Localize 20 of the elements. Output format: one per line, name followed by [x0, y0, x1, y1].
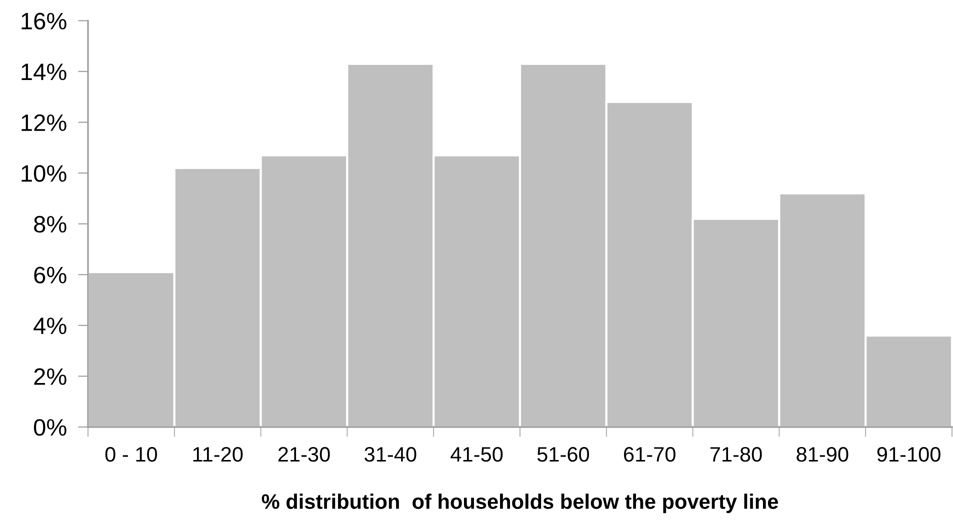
x-tick-label: 11-20 — [193, 446, 243, 462]
y-tick-label: 12% — [22, 114, 66, 131]
y-tick-label: 14% — [22, 64, 66, 80]
y-tick-label: 8% — [34, 216, 66, 233]
x-tick-label: 61-70 — [624, 446, 676, 462]
y-tick-label: 6% — [34, 266, 66, 284]
x-axis-title: % distribution of households below the poverty line — [262, 494, 778, 514]
x-tick-label: 0 - 10 — [105, 446, 158, 462]
x-tick-label: 41-50 — [450, 446, 503, 462]
y-tick-label: 10% — [22, 165, 66, 182]
y-tick-label: 4% — [34, 318, 66, 334]
x-tick-label: 71-80 — [710, 446, 762, 462]
y-tick-label: 16% — [22, 12, 66, 30]
x-tick-label: 21-30 — [278, 446, 330, 462]
x-tick-label: 51-60 — [537, 446, 590, 462]
y-tick-label: 0% — [34, 419, 66, 436]
x-tick-label: 31-40 — [364, 446, 416, 462]
y-tick-label: 2% — [34, 368, 66, 385]
x-tick-label: 81-90 — [796, 446, 848, 462]
x-tick-label: 91-100 — [877, 446, 940, 462]
